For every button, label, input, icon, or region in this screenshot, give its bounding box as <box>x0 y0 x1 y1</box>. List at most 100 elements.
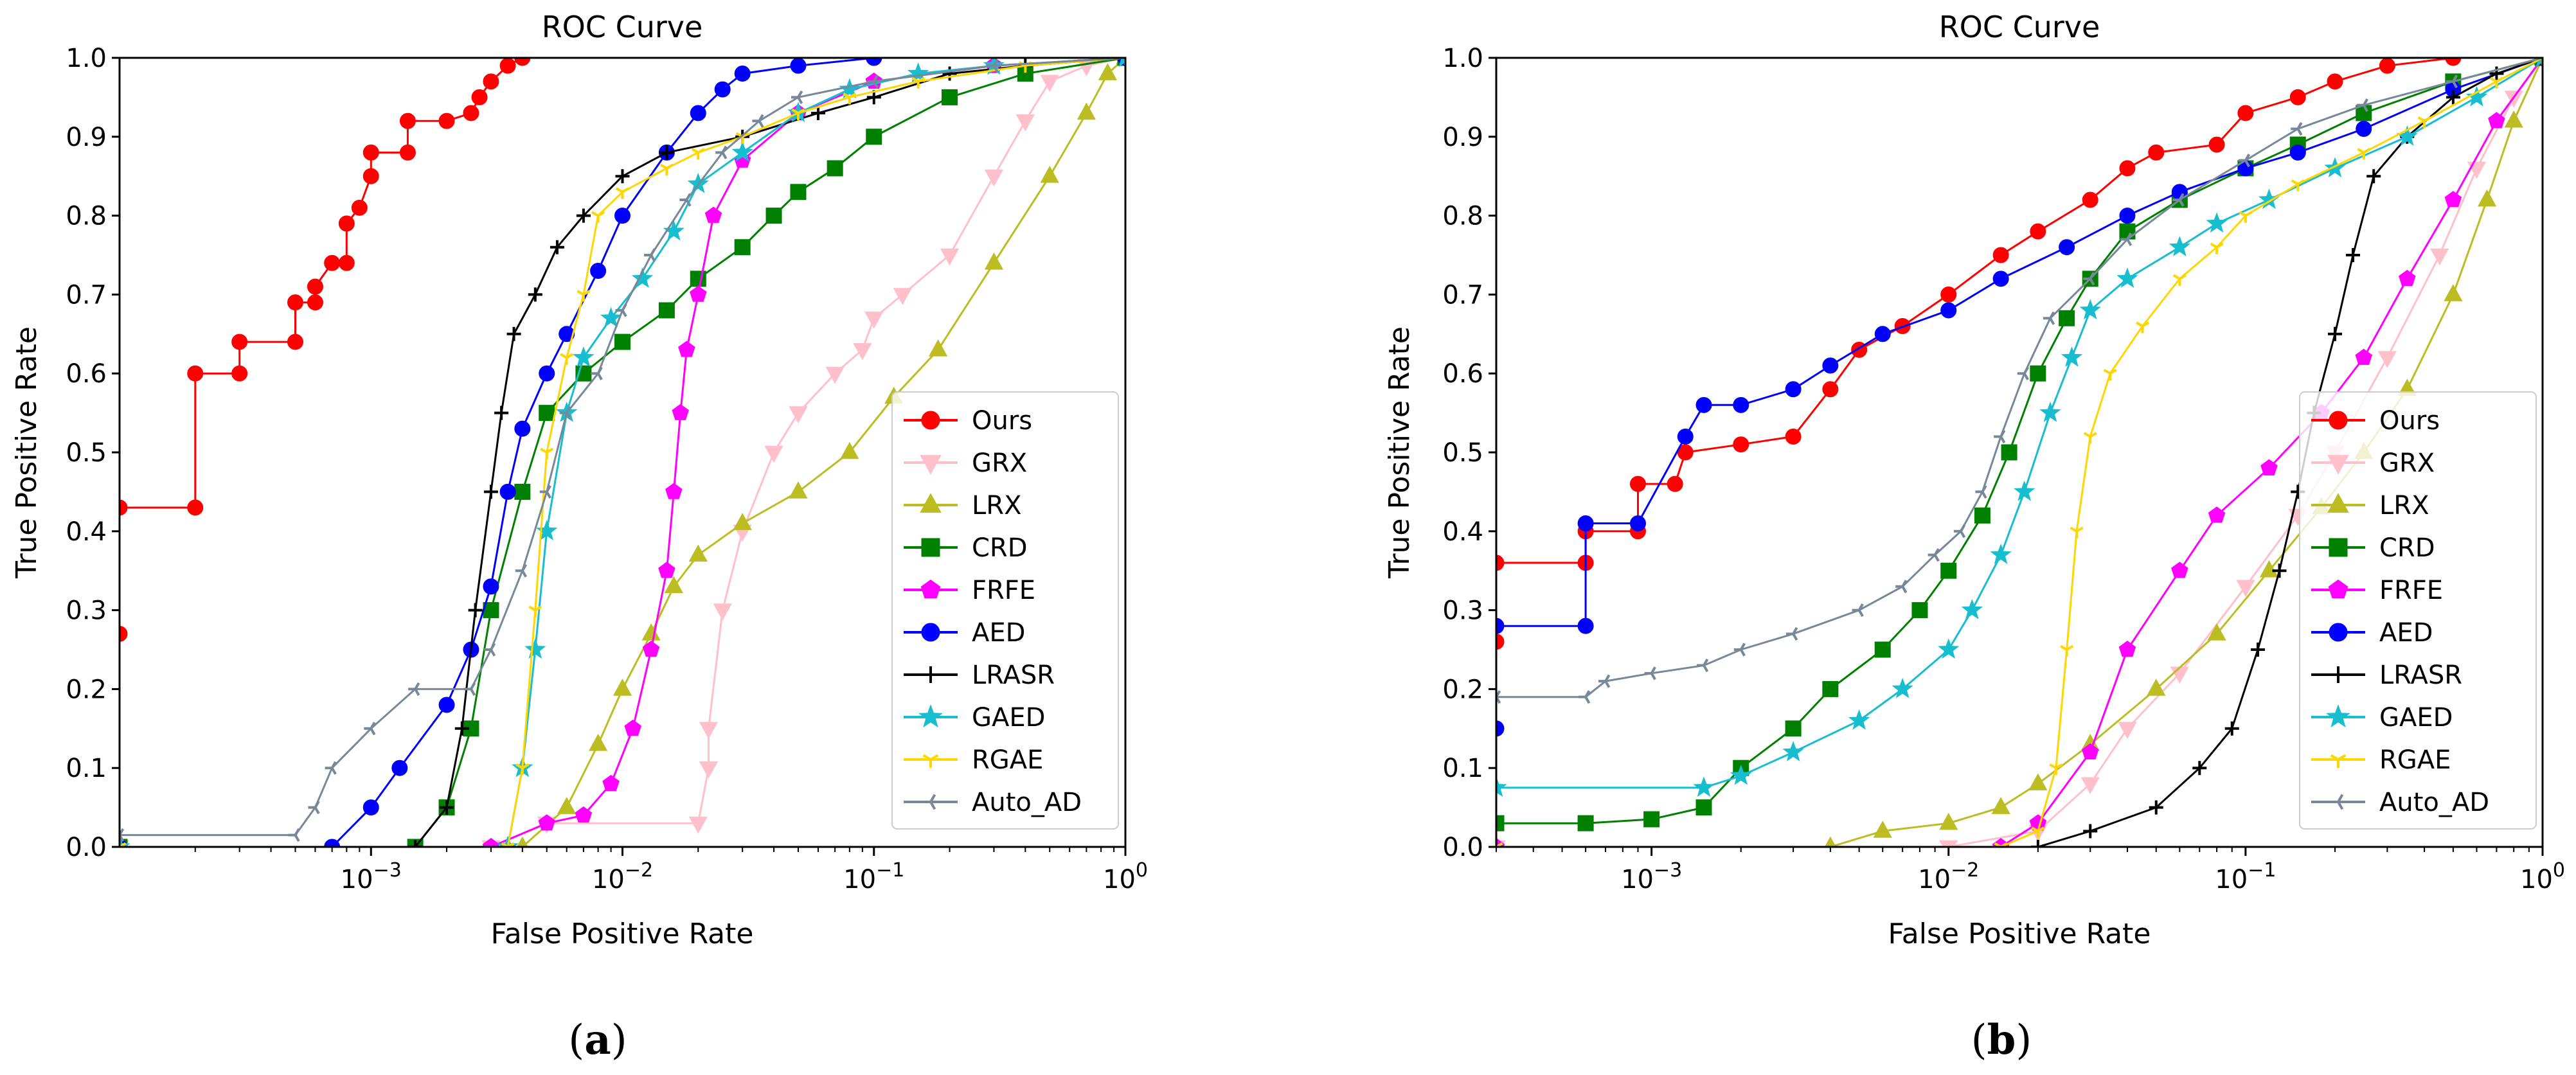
data-point-aed <box>1577 617 1594 634</box>
data-point-crd <box>1643 811 1660 828</box>
data-point-gaed <box>1496 776 1507 797</box>
data-point-ours <box>187 365 204 382</box>
legend-a: Ours GRX LRX CRD FRFE AED LRASR GAED RGAE Auto_AD <box>891 391 1119 830</box>
data-point-auto-ad <box>1953 524 1966 538</box>
data-point-ours <box>399 144 416 161</box>
data-point-ours <box>471 89 488 105</box>
x-tick-label-base: 10 <box>843 865 876 894</box>
data-point-auto-ad <box>2172 193 2185 207</box>
data-point-auto-ad <box>987 58 999 73</box>
x-tick-label-exponent: −2 <box>625 859 653 882</box>
data-point-rgae <box>2291 179 2305 191</box>
data-point-crd <box>2059 310 2075 326</box>
data-point-auto-ad <box>715 145 728 159</box>
plot-lines-a <box>120 58 1125 847</box>
data-point-auto-ad <box>1786 626 1798 641</box>
data-point-gaed <box>573 346 595 367</box>
data-point-auto-ad <box>2083 272 2095 286</box>
data-point-aed <box>734 66 751 82</box>
data-point-aed <box>438 697 455 713</box>
data-point-grx <box>2118 722 2137 740</box>
legend-entry-lrx: LRX <box>2311 491 2429 520</box>
data-point-ours <box>187 499 204 516</box>
x-tick-label-exponent: −3 <box>1654 859 1682 882</box>
x-tick-label: 10−2 <box>592 859 653 894</box>
data-point-gaed <box>2039 402 2061 422</box>
chart-title-a: ROC Curve <box>542 10 703 44</box>
data-point-auto-ad <box>752 114 764 128</box>
data-point-gaed <box>1730 764 1752 785</box>
data-point-rgae <box>2049 763 2063 776</box>
data-point-ours <box>483 73 499 90</box>
panel-label-b-open: ( <box>1971 1017 1987 1064</box>
x-tick-label: 10−1 <box>843 859 904 894</box>
data-point-lrx <box>664 576 683 594</box>
legend-entry-auto-ad: Auto_AD <box>2311 788 2489 817</box>
y-axis-label-b: True Positive Rate <box>1383 326 1416 579</box>
data-point-frfe <box>2171 562 2188 578</box>
data-point-grx <box>893 288 912 305</box>
data-point-lrx <box>1991 797 2010 814</box>
data-point-auto-ad <box>1598 674 1611 688</box>
legend-marker <box>2330 754 2347 768</box>
data-point-grx <box>1015 114 1035 132</box>
data-point-crd <box>1577 815 1594 831</box>
data-point-aed <box>362 799 379 816</box>
data-point-lrx <box>2147 679 2166 696</box>
series-line-grx <box>1496 58 2543 847</box>
x-tick-label-base: 10 <box>1621 865 1654 894</box>
legend-entry-grx: GRX <box>2311 449 2435 478</box>
data-point-auto-ad <box>591 366 603 380</box>
data-point-grx <box>864 311 884 329</box>
data-point-ours <box>231 333 248 350</box>
legend-marker <box>920 579 941 599</box>
data-point-ours <box>1667 475 1683 492</box>
data-point-rgae <box>2070 526 2084 538</box>
data-point-auto-ad <box>515 564 528 578</box>
data-point-grx <box>2236 580 2255 598</box>
data-point-auto-ad <box>364 722 376 736</box>
data-point-grx <box>1040 75 1059 93</box>
data-point-frfe <box>678 341 695 357</box>
legend-marker <box>2327 493 2349 513</box>
legend-label: GRX <box>972 449 1027 478</box>
data-point-gaed <box>1961 599 1983 619</box>
data-point-ours <box>1733 436 1749 453</box>
legend-entry-crd: CRD <box>904 533 1028 563</box>
series-auto-ad <box>120 58 1125 842</box>
plot-lines-b <box>1496 58 2543 847</box>
data-point-ours <box>231 365 248 382</box>
data-point-crd <box>1974 507 1990 524</box>
data-point-rgae <box>2083 432 2097 444</box>
y-tick-label: 0.0 <box>66 833 107 862</box>
data-point-auto-ad <box>288 828 300 842</box>
y-axis-label-a: True Positive Rate <box>10 326 43 579</box>
data-point-lrasr <box>2366 169 2381 184</box>
data-point-frfe <box>704 206 722 223</box>
data-point-lrx <box>2504 110 2523 128</box>
data-point-crd <box>942 89 958 105</box>
data-point-gaed <box>731 141 753 162</box>
data-point-rgae <box>560 353 574 365</box>
data-point-grx <box>1939 840 1958 847</box>
data-point-lrasr <box>2489 66 2504 81</box>
series-aed <box>120 58 1125 847</box>
data-point-ours <box>438 112 455 129</box>
legend-label: FRFE <box>2379 576 2443 605</box>
y-tick-label: 0.9 <box>1442 123 1483 152</box>
data-point-aed <box>690 105 706 121</box>
data-point-ours <box>1629 475 1646 492</box>
legend-label: Auto_AD <box>2379 788 2489 817</box>
legend-label: LRX <box>2379 491 2429 520</box>
data-point-frfe <box>575 806 593 823</box>
data-point-aed <box>714 81 731 98</box>
legend-entry-ours: Ours <box>2311 406 2440 436</box>
data-point-aed <box>324 839 341 847</box>
y-tick-label: 0.8 <box>1442 202 1483 231</box>
data-point-ours <box>307 294 323 311</box>
data-point-rgae <box>615 187 630 199</box>
legend-marker <box>2329 411 2348 430</box>
x-tick-label-exponent: −1 <box>2248 859 2276 882</box>
data-point-ours <box>287 294 303 311</box>
data-point-aed <box>483 578 499 595</box>
